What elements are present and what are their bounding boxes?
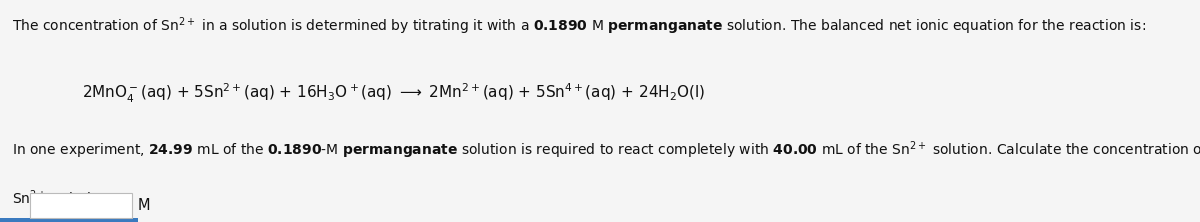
- Text: Sn$^{2+}$ solution.: Sn$^{2+}$ solution.: [12, 189, 113, 207]
- FancyBboxPatch shape: [30, 193, 132, 218]
- Text: The concentration of Sn$^{2+}$ in a solution is determined by titrating it with : The concentration of Sn$^{2+}$ in a solu…: [12, 16, 1146, 37]
- Text: M: M: [138, 198, 150, 213]
- FancyBboxPatch shape: [0, 218, 138, 222]
- Text: In one experiment, $\bf{24.99}$ mL of the $\bf{0.1890}$-M $\bf{permanganate}$ so: In one experiment, $\bf{24.99}$ mL of th…: [12, 140, 1200, 161]
- Text: 2MnO$_4^-$(aq) + 5Sn$^{2+}$(aq) + 16H$_3$O$^+$(aq) $\longrightarrow$ 2Mn$^{2+}$(: 2MnO$_4^-$(aq) + 5Sn$^{2+}$(aq) + 16H$_3…: [82, 82, 706, 105]
